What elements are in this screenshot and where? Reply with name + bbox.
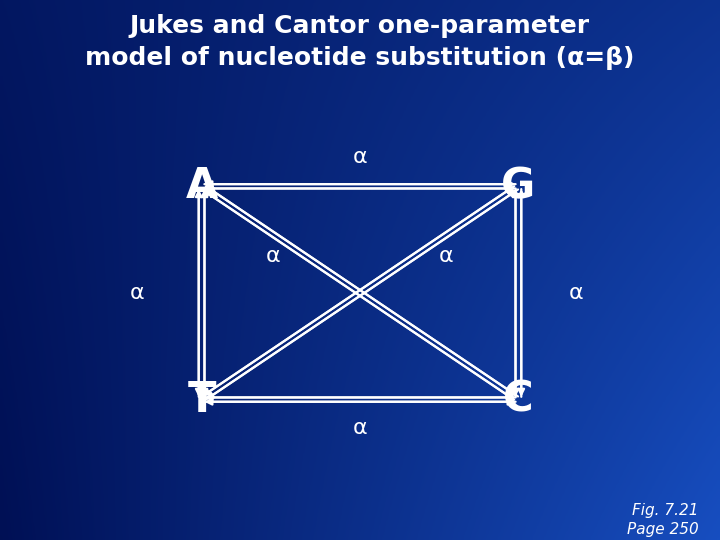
Text: A: A bbox=[186, 165, 217, 207]
Text: Jukes and Cantor one-parameter: Jukes and Cantor one-parameter bbox=[130, 14, 590, 37]
Text: T: T bbox=[187, 379, 216, 421]
Text: α: α bbox=[353, 146, 367, 167]
Text: Fig. 7.21: Fig. 7.21 bbox=[632, 503, 698, 518]
Text: Page 250: Page 250 bbox=[626, 522, 698, 537]
Text: model of nucleotide substitution (α=β): model of nucleotide substitution (α=β) bbox=[85, 46, 635, 70]
Text: G: G bbox=[501, 165, 536, 207]
Text: α: α bbox=[569, 283, 583, 303]
Text: α: α bbox=[266, 246, 281, 267]
Text: C: C bbox=[503, 379, 534, 421]
Text: α: α bbox=[353, 417, 367, 438]
Text: α: α bbox=[130, 283, 144, 303]
Text: α: α bbox=[439, 246, 454, 267]
